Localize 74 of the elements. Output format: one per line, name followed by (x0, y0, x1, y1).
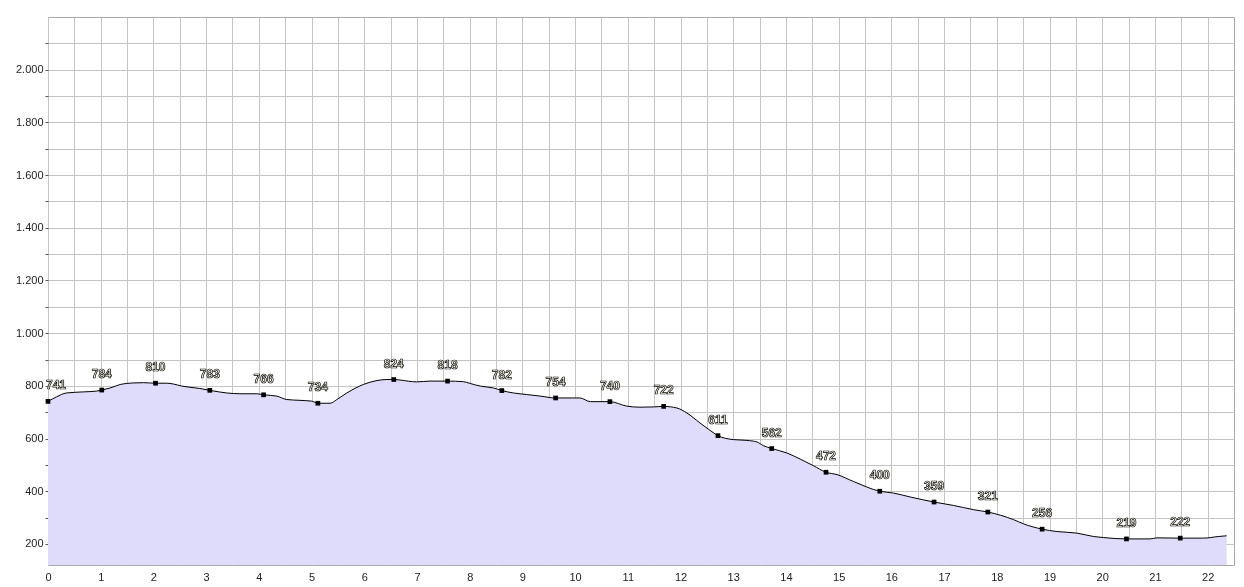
x-tick-label: 10 (569, 570, 582, 583)
y-tick-label: 2.000 (15, 63, 44, 76)
data-label: 766 (253, 371, 274, 386)
data-label: 734 (307, 380, 329, 395)
y-tick-label: 1.600 (15, 168, 44, 181)
y-tick-label: 1.800 (15, 115, 44, 128)
point (1177, 535, 1183, 541)
y-tick-label: 1.000 (15, 326, 44, 339)
x-tick-label: 6 (361, 570, 368, 583)
x-tick-label: 9 (519, 570, 526, 583)
point (207, 387, 213, 393)
y-tick-label: 600 (25, 432, 44, 445)
y-tick-label: 1.200 (15, 273, 44, 286)
point (99, 387, 105, 393)
x-tick-label: 2 (150, 570, 157, 583)
point (823, 469, 829, 475)
data-label: 810 (145, 360, 166, 375)
x-tick-label: 16 (885, 570, 898, 583)
x-tick-label: 7 (414, 570, 421, 583)
data-label: 722 (653, 383, 674, 398)
data-label: 562 (761, 425, 783, 440)
point (499, 388, 505, 393)
point (607, 399, 613, 404)
data-label: 754 (545, 374, 566, 389)
data-label: 359 (924, 479, 945, 494)
data-label: 611 (708, 412, 728, 427)
data-label: 256 (1032, 506, 1053, 521)
data-label: 818 (437, 358, 458, 373)
x-tick-label: 18 (991, 570, 1004, 583)
data-label: 741 (46, 378, 67, 393)
point (877, 488, 883, 494)
y-tick-label: 1.400 (15, 221, 44, 234)
x-tick-label: 12 (674, 570, 688, 583)
x-tick-label: 19 (1043, 570, 1057, 583)
y-tick-label: 200 (25, 537, 44, 550)
x-tick-label: 13 (727, 570, 740, 583)
x-tick-label: 14 (780, 570, 793, 583)
point (715, 433, 721, 438)
point (1124, 536, 1129, 542)
x-tick-label: 15 (833, 570, 846, 583)
data-label: 784 (91, 367, 113, 382)
x-tick-label: 17 (938, 570, 951, 583)
data-label: 824 (383, 356, 405, 371)
x-tick-label: 20 (1096, 570, 1109, 583)
data-label: 783 (199, 367, 221, 382)
point (445, 378, 450, 384)
x-tick-label: 11 (622, 570, 635, 583)
data-label: 472 (816, 449, 837, 464)
x-tick-label: 5 (308, 570, 316, 583)
point (553, 395, 558, 401)
data-label: 321 (977, 489, 999, 504)
point (153, 380, 158, 386)
point (45, 399, 51, 404)
x-tick-label: 4 (256, 570, 263, 583)
point (1039, 526, 1045, 532)
point (315, 400, 321, 406)
point (261, 392, 266, 398)
data-label: 782 (491, 367, 513, 382)
x-tick-label: 8 (467, 570, 474, 583)
x-tick-label: 22 (1202, 570, 1215, 583)
data-label: 400 (869, 468, 891, 483)
x-tick-label: 0 (45, 570, 52, 583)
point (985, 509, 991, 515)
x-tick-label: 21 (1149, 570, 1162, 583)
data-label: 222 (1170, 515, 1191, 530)
data-label: 740 (599, 378, 621, 393)
y-tick-label: 800 (25, 379, 44, 392)
point (769, 446, 775, 451)
point (391, 377, 397, 382)
x-tick-label: 3 (203, 570, 210, 583)
data-label: 219 (1116, 515, 1137, 530)
point (661, 404, 667, 409)
x-tick-label: 1 (98, 570, 105, 583)
y-tick-label: 400 (25, 484, 44, 497)
